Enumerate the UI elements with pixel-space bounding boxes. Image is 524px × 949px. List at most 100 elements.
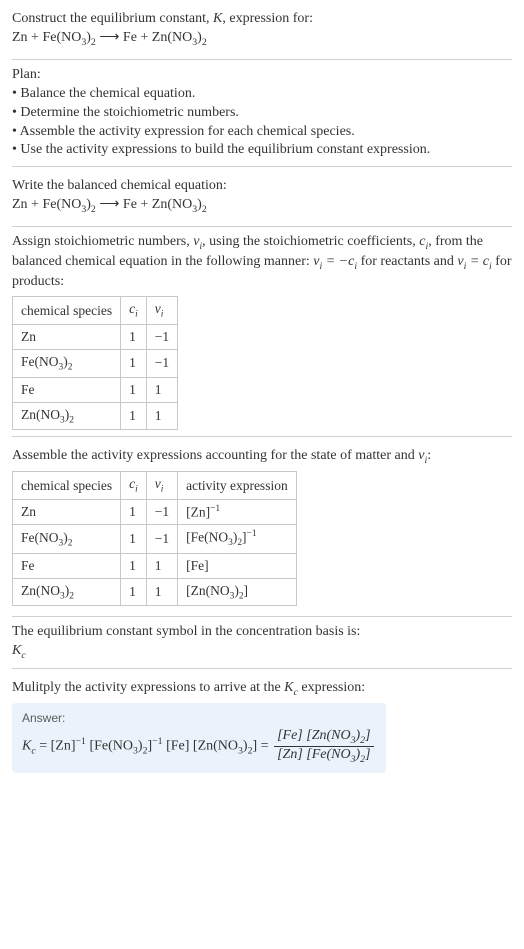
t2-r1-ae: [Zn]−1 [178,499,297,525]
t2-r1-s: Zn [13,499,121,525]
ans-t3: [Fe] [163,739,193,754]
frac-num: [Fe] [Zn(NO3)2] [274,728,373,747]
ans-t4a: [Zn(NO [193,739,238,754]
ans-t1s: −1 [76,736,86,747]
balanced-heading: Write the balanced chemical equation: [12,177,512,196]
beq-s4: 2 [202,204,207,215]
ans-t2a: [Fe(NO [86,739,133,754]
intro-K: K [213,11,222,26]
assign-text: Assign stoichiometric numbers, νi, using… [12,233,512,292]
beq-lhs1: Zn + Fe(NO [12,197,81,212]
plan-b4: • Use the activity expressions to build … [12,141,512,160]
t2-r1-c: 1 [121,499,147,525]
eq-rhs1: Fe + Zn(NO [123,30,192,45]
t1-r4-s: Zn(NO3)2 [13,402,121,430]
intro-equation: Zn + Fe(NO3)2 ⟶ Fe + Zn(NO3)2 [12,29,512,49]
eq-lhs1: Zn + Fe(NO [12,30,81,45]
intro-title: Construct the equilibrium constant, K, e… [12,10,512,29]
ans-t1: [Zn] [51,739,76,754]
eq-sub4: 2 [202,37,207,48]
table-row: chemical species ci νi [13,297,178,325]
frac-den: [Zn] [Fe(NO3)2] [274,747,373,765]
t2-h1: chemical species [13,472,121,500]
t2-h2-i: i [135,485,138,495]
t1-r2-v: −1 [146,349,177,377]
t2-r3-s: Fe [13,553,121,578]
num-a: [Fe] [Zn(NO [277,728,351,743]
t2-r4-s2: 2 [69,591,74,601]
assemble-heading: Assemble the activity expressions accoun… [12,447,512,467]
ans-eq1: = [36,739,51,754]
plan-heading: Plan: [12,66,512,85]
ans-eq2: = [257,739,272,754]
assemble-b: : [427,448,431,463]
t2-r4-sa: Zn(NO [21,583,60,598]
t1-r1-s: Zn [13,324,121,349]
table-row: Fe 1 1 [13,377,178,402]
kc-c: c [21,650,25,661]
intro-suffix: , expression for: [222,11,313,26]
table-row: Zn(NO3)2 1 1 [Zn(NO3)2] [13,578,297,606]
t1-r4-sa: Zn(NO [21,407,60,422]
assign-d: for reactants and [357,254,457,269]
t2-r4-v: 1 [146,578,177,606]
kc-symbol: Kc [12,642,512,662]
table-row: Fe(NO3)2 1 −1 [13,349,178,377]
t2-r2-v: −1 [146,525,177,553]
assign-a: Assign stoichiometric numbers, [12,234,193,249]
assign-rel1: = − [322,254,348,269]
t1-h3: νi [146,297,177,325]
t2-r2-aea: [Fe(NO [186,530,228,545]
t2-r2-ae: [Fe(NO3)2]−1 [178,525,297,553]
t1-r2-s: Fe(NO3)2 [13,349,121,377]
t2-r2-s2: 2 [68,538,73,548]
t2-r3-v: 1 [146,553,177,578]
den-c: ] [365,747,370,762]
kc-K: K [12,643,21,658]
answer-box: Answer: Kc = [Zn]−1 [Fe(NO3)2]−1 [Fe] [Z… [12,703,386,773]
mult-a: Mulitply the activity expressions to arr… [12,680,284,695]
t2-r1-aea: [Zn] [186,504,210,519]
balanced-equation: Zn + Fe(NO3)2 ⟶ Fe + Zn(NO3)2 [12,196,512,216]
t1-r1-v: −1 [146,324,177,349]
t1-r3-s: Fe [13,377,121,402]
t2-r1-v: −1 [146,499,177,525]
t2-h3: νi [146,472,177,500]
assign-section: Assign stoichiometric numbers, νi , using… [12,226,512,437]
t2-r4-aea: [Zn(NO [186,583,230,598]
t1-r1-c: 1 [121,324,147,349]
beq-arrow: ⟶ [96,197,123,212]
answer-label: Answer: [22,711,376,725]
activity-table: chemical species ci νi activity expressi… [12,471,297,606]
table-row: chemical species ci νi activity expressi… [13,472,297,500]
t1-r2-sa: Fe(NO [21,354,59,369]
t1-r4-s2: 2 [69,415,74,425]
intro: Construct the equilibrium constant, K, e… [12,10,512,49]
multiply-text: Mulitply the activity expressions to arr… [12,679,512,699]
t2-r4-s: Zn(NO3)2 [13,578,121,606]
multiply-section: Mulitply the activity expressions to arr… [12,679,512,773]
t1-r3-v: 1 [146,377,177,402]
assemble-a: Assemble the activity expressions accoun… [12,448,418,463]
t1-r2-s2: 2 [68,363,73,373]
t2-r4-ae: [Zn(NO3)2] [178,578,297,606]
assemble-section: Assemble the activity expressions accoun… [12,447,512,606]
t2-r2-c: 1 [121,525,147,553]
assign-b: , using the stoichiometric coefficients, [202,234,419,249]
t2-h2: ci [121,472,147,500]
plan-b3: • Assemble the activity expression for e… [12,123,512,142]
intro-prefix: Construct the equilibrium constant, [12,11,213,26]
t2-r1-aes: −1 [210,504,220,514]
stoich-table: chemical species ci νi Zn 1 −1 Fe(NO3)2 … [12,296,178,430]
mult-K: K [284,680,293,695]
table-row: Zn(NO3)2 1 1 [13,402,178,430]
answer-expression: Kc = [Zn]−1 [Fe(NO3)2]−1 [Fe] [Zn(NO3)2]… [22,728,376,765]
answer-fraction: [Fe] [Zn(NO3)2][Zn] [Fe(NO3)2] [274,728,373,765]
t2-r3-ae: [Fe] [178,553,297,578]
plan-b2: • Determine the stoichiometric numbers. [12,104,512,123]
t1-h2-i: i [135,310,138,320]
t2-h3-i: i [161,485,164,495]
eq-arrow: ⟶ [96,30,123,45]
t1-r2-c: 1 [121,349,147,377]
plan-b1: • Balance the chemical equation. [12,85,512,104]
